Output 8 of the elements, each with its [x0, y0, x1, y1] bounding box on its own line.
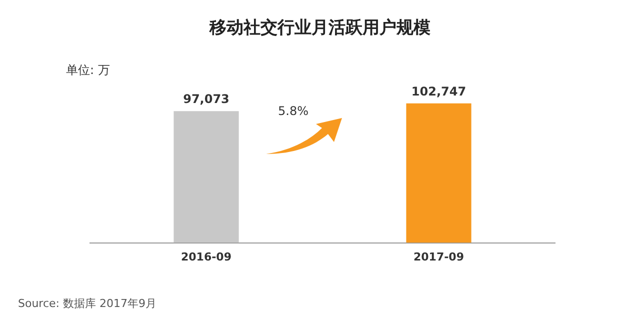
text: 单位: 万 [66, 62, 110, 79]
source-note: Source: 数据库 2017年9月 [18, 296, 156, 311]
data-label: 102,747 [411, 84, 466, 99]
annotation: 5.8% [278, 104, 308, 118]
x-tick-label: 2017-09 [414, 250, 464, 264]
data-label: 97,073 [183, 92, 230, 106]
x-tick-label: 2016-09 [181, 250, 232, 264]
chart-title: 移动社交行业月活跃用户规模 [208, 17, 432, 39]
